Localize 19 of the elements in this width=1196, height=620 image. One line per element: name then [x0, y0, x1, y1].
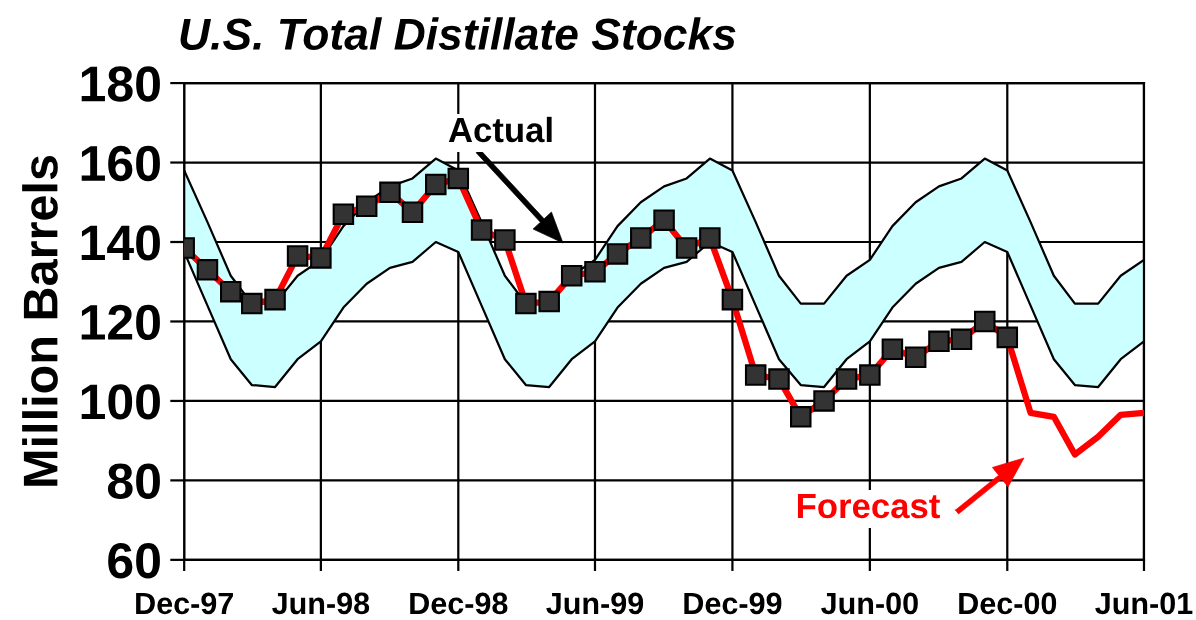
- x-tick-label: Dec-98: [410, 592, 508, 615]
- y-tick-label: 120: [81, 304, 160, 341]
- y-tick-label: 160: [81, 145, 160, 182]
- y-tick-label: 140: [81, 225, 160, 261]
- y-tick-label: 100: [81, 384, 160, 420]
- annotation: Actual: [448, 116, 552, 143]
- x-tick-label: Jun-01: [1095, 592, 1193, 615]
- chart-title: U.S. Total Distillate Stocks: [180, 17, 736, 50]
- x-tick-label: Dec-99: [684, 592, 782, 615]
- y-axis-title: Million Barrels: [22, 155, 58, 486]
- y-tick-label: 60: [108, 543, 160, 579]
- y-tick-label: 180: [81, 66, 160, 102]
- x-tick-label: Jun-98: [272, 592, 370, 615]
- x-tick-label: Dec-97: [136, 592, 233, 615]
- y-tick-label: 80: [107, 463, 160, 500]
- x-tick-label: Dec-00: [959, 592, 1057, 615]
- x-tick-label: Jun-00: [821, 592, 918, 615]
- x-tick-label: Jun-99: [546, 592, 644, 615]
- annotation: Forecast: [797, 494, 940, 519]
